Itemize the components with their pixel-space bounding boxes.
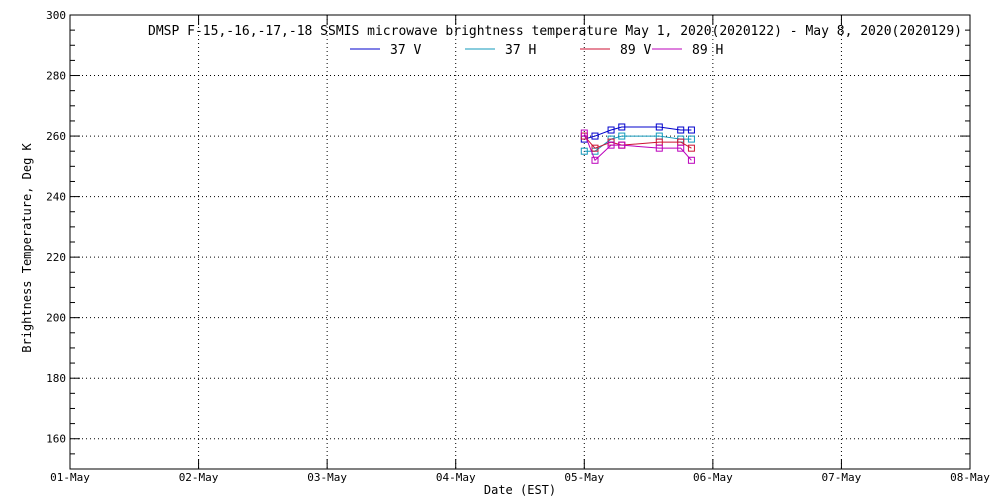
- ticks: 01-May 02-May 03-May 04-May 05-May 06-May 07-M…: [46, 9, 990, 484]
- y-tick-label: 280: [46, 70, 66, 83]
- chart-title: DMSP F-15,-16,-17,-18 SSMIS microwave br…: [148, 24, 962, 39]
- data-point: [591, 132, 599, 140]
- data-point: [687, 156, 695, 164]
- data-point: [618, 123, 626, 131]
- x-tick-label: 02-May: [179, 471, 219, 484]
- data-point: [618, 132, 626, 140]
- legend-label: 37 H: [505, 43, 536, 58]
- series-line: [584, 126, 692, 140]
- x-tick-label: 04-May: [436, 471, 476, 484]
- legend-label: 89 V: [620, 43, 651, 58]
- series-line: [583, 132, 692, 162]
- data-point: [655, 144, 663, 152]
- data-point: [607, 141, 615, 149]
- y-tick-label: 220: [46, 251, 66, 264]
- data-point: [607, 126, 615, 134]
- data-point: [677, 126, 685, 134]
- x-tick-label: 01-May: [50, 471, 90, 484]
- y-tick-label: 300: [46, 9, 66, 22]
- data-point: [591, 156, 599, 164]
- legend: 37 V 37 H 89 V 89 H: [350, 43, 723, 58]
- legend-label: 37 V: [390, 43, 421, 58]
- x-axis-label: Date (EST): [484, 483, 556, 497]
- x-tick-label: 03-May: [307, 471, 347, 484]
- series-37-v: [580, 123, 695, 143]
- x-tick-label: 06-May: [693, 471, 733, 484]
- x-tick-label: 07-May: [822, 471, 862, 484]
- y-tick-label: 240: [46, 191, 66, 204]
- y-tick-label: 160: [46, 433, 66, 446]
- data-point: [580, 129, 588, 137]
- y-axis-label: Brightness Temperature, Deg K: [20, 142, 34, 352]
- data-point: [677, 144, 685, 152]
- data-point: [580, 147, 588, 155]
- data-point: [687, 135, 695, 143]
- x-tick-label: 05-May: [564, 471, 604, 484]
- data-point: [655, 123, 663, 131]
- x-tick-label: 08-May: [950, 471, 990, 484]
- y-tick-label: 260: [46, 130, 66, 143]
- data-point: [687, 144, 695, 152]
- data-point: [618, 141, 626, 149]
- series-89-h: [580, 129, 695, 164]
- data-point: [687, 126, 695, 134]
- series: [580, 123, 695, 164]
- y-tick-label: 200: [46, 312, 66, 325]
- y-tick-label: 180: [46, 372, 66, 385]
- legend-label: 89 H: [692, 43, 723, 58]
- data-point: [591, 144, 599, 152]
